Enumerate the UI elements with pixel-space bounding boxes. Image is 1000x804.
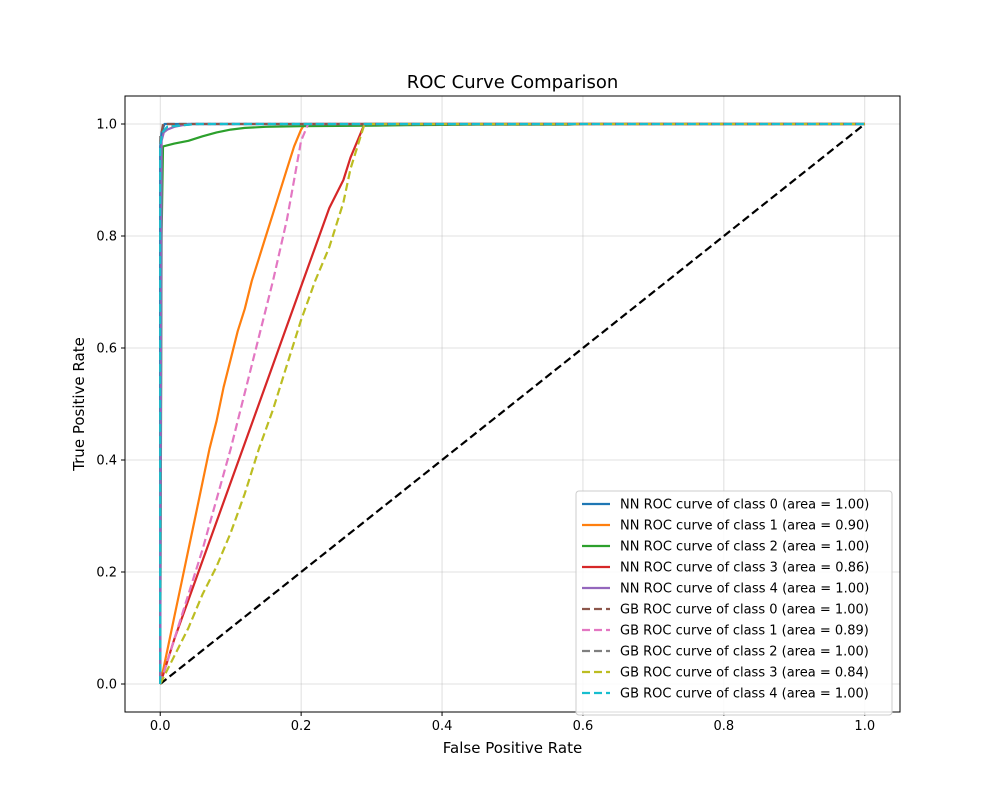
plot-frame bbox=[124, 95, 901, 713]
grid-layer bbox=[125, 96, 900, 712]
series-line-9 bbox=[159, 122, 865, 684]
legend-label-7: GB ROC curve of class 2 (area = 1.00) bbox=[620, 645, 869, 660]
y-tick-label: 0.6 bbox=[96, 342, 117, 357]
x-tick-label: 0.2 bbox=[291, 719, 312, 734]
x-tick-label: 0.6 bbox=[573, 719, 594, 734]
x-tick-label: 0.4 bbox=[432, 719, 453, 734]
legend-box bbox=[575, 490, 893, 716]
series-line-6 bbox=[159, 122, 865, 685]
reference-diagonal-line bbox=[159, 123, 866, 685]
legend-label-4: NN ROC curve of class 4 (area = 1.00) bbox=[620, 582, 869, 597]
chart-title: ROC Curve Comparison bbox=[407, 72, 619, 93]
y-tick-label: 1.0 bbox=[96, 118, 117, 133]
x-tick-label: 1.0 bbox=[854, 719, 875, 734]
series-layer bbox=[159, 122, 865, 685]
y-tick-label: 0.8 bbox=[96, 230, 117, 245]
tick-layer: 0.0 0.2 0.4 0.6 0.8 1.0 0.0 0.2 0.4 0.6 0.8 1.0 bbox=[96, 118, 875, 735]
legend-label-2: NN ROC curve of class 2 (area = 1.00) bbox=[620, 540, 869, 555]
x-tick-label: 0.8 bbox=[714, 719, 735, 734]
legend: NN ROC curve of class 0 (area = 1.00) NN … bbox=[575, 490, 893, 716]
legend-label-8: GB ROC curve of class 3 (area = 0.84) bbox=[620, 666, 869, 681]
x-axis-label: False Positive Rate bbox=[443, 739, 582, 757]
y-axis-label: True Positive Rate bbox=[70, 337, 88, 472]
series-line-8 bbox=[159, 122, 865, 685]
y-tick-label: 0.4 bbox=[96, 454, 117, 469]
series-line-1 bbox=[159, 122, 865, 685]
y-tick-label: 0.2 bbox=[96, 566, 117, 581]
legend-label-5: GB ROC curve of class 0 (area = 1.00) bbox=[620, 603, 869, 618]
legend-label-0: NN ROC curve of class 0 (area = 1.00) bbox=[620, 498, 869, 513]
legend-label-6: GB ROC curve of class 1 (area = 0.89) bbox=[620, 624, 869, 639]
legend-label-9: GB ROC curve of class 4 (area = 1.00) bbox=[620, 687, 869, 702]
y-tick-label: 0.0 bbox=[96, 678, 117, 693]
x-tick-label: 0.0 bbox=[150, 719, 171, 734]
legend-label-1: NN ROC curve of class 1 (area = 0.90) bbox=[620, 519, 869, 534]
legend-label-3: NN ROC curve of class 3 (area = 0.86) bbox=[620, 561, 869, 576]
series-line-3 bbox=[159, 122, 865, 685]
reference-layer bbox=[159, 123, 866, 685]
